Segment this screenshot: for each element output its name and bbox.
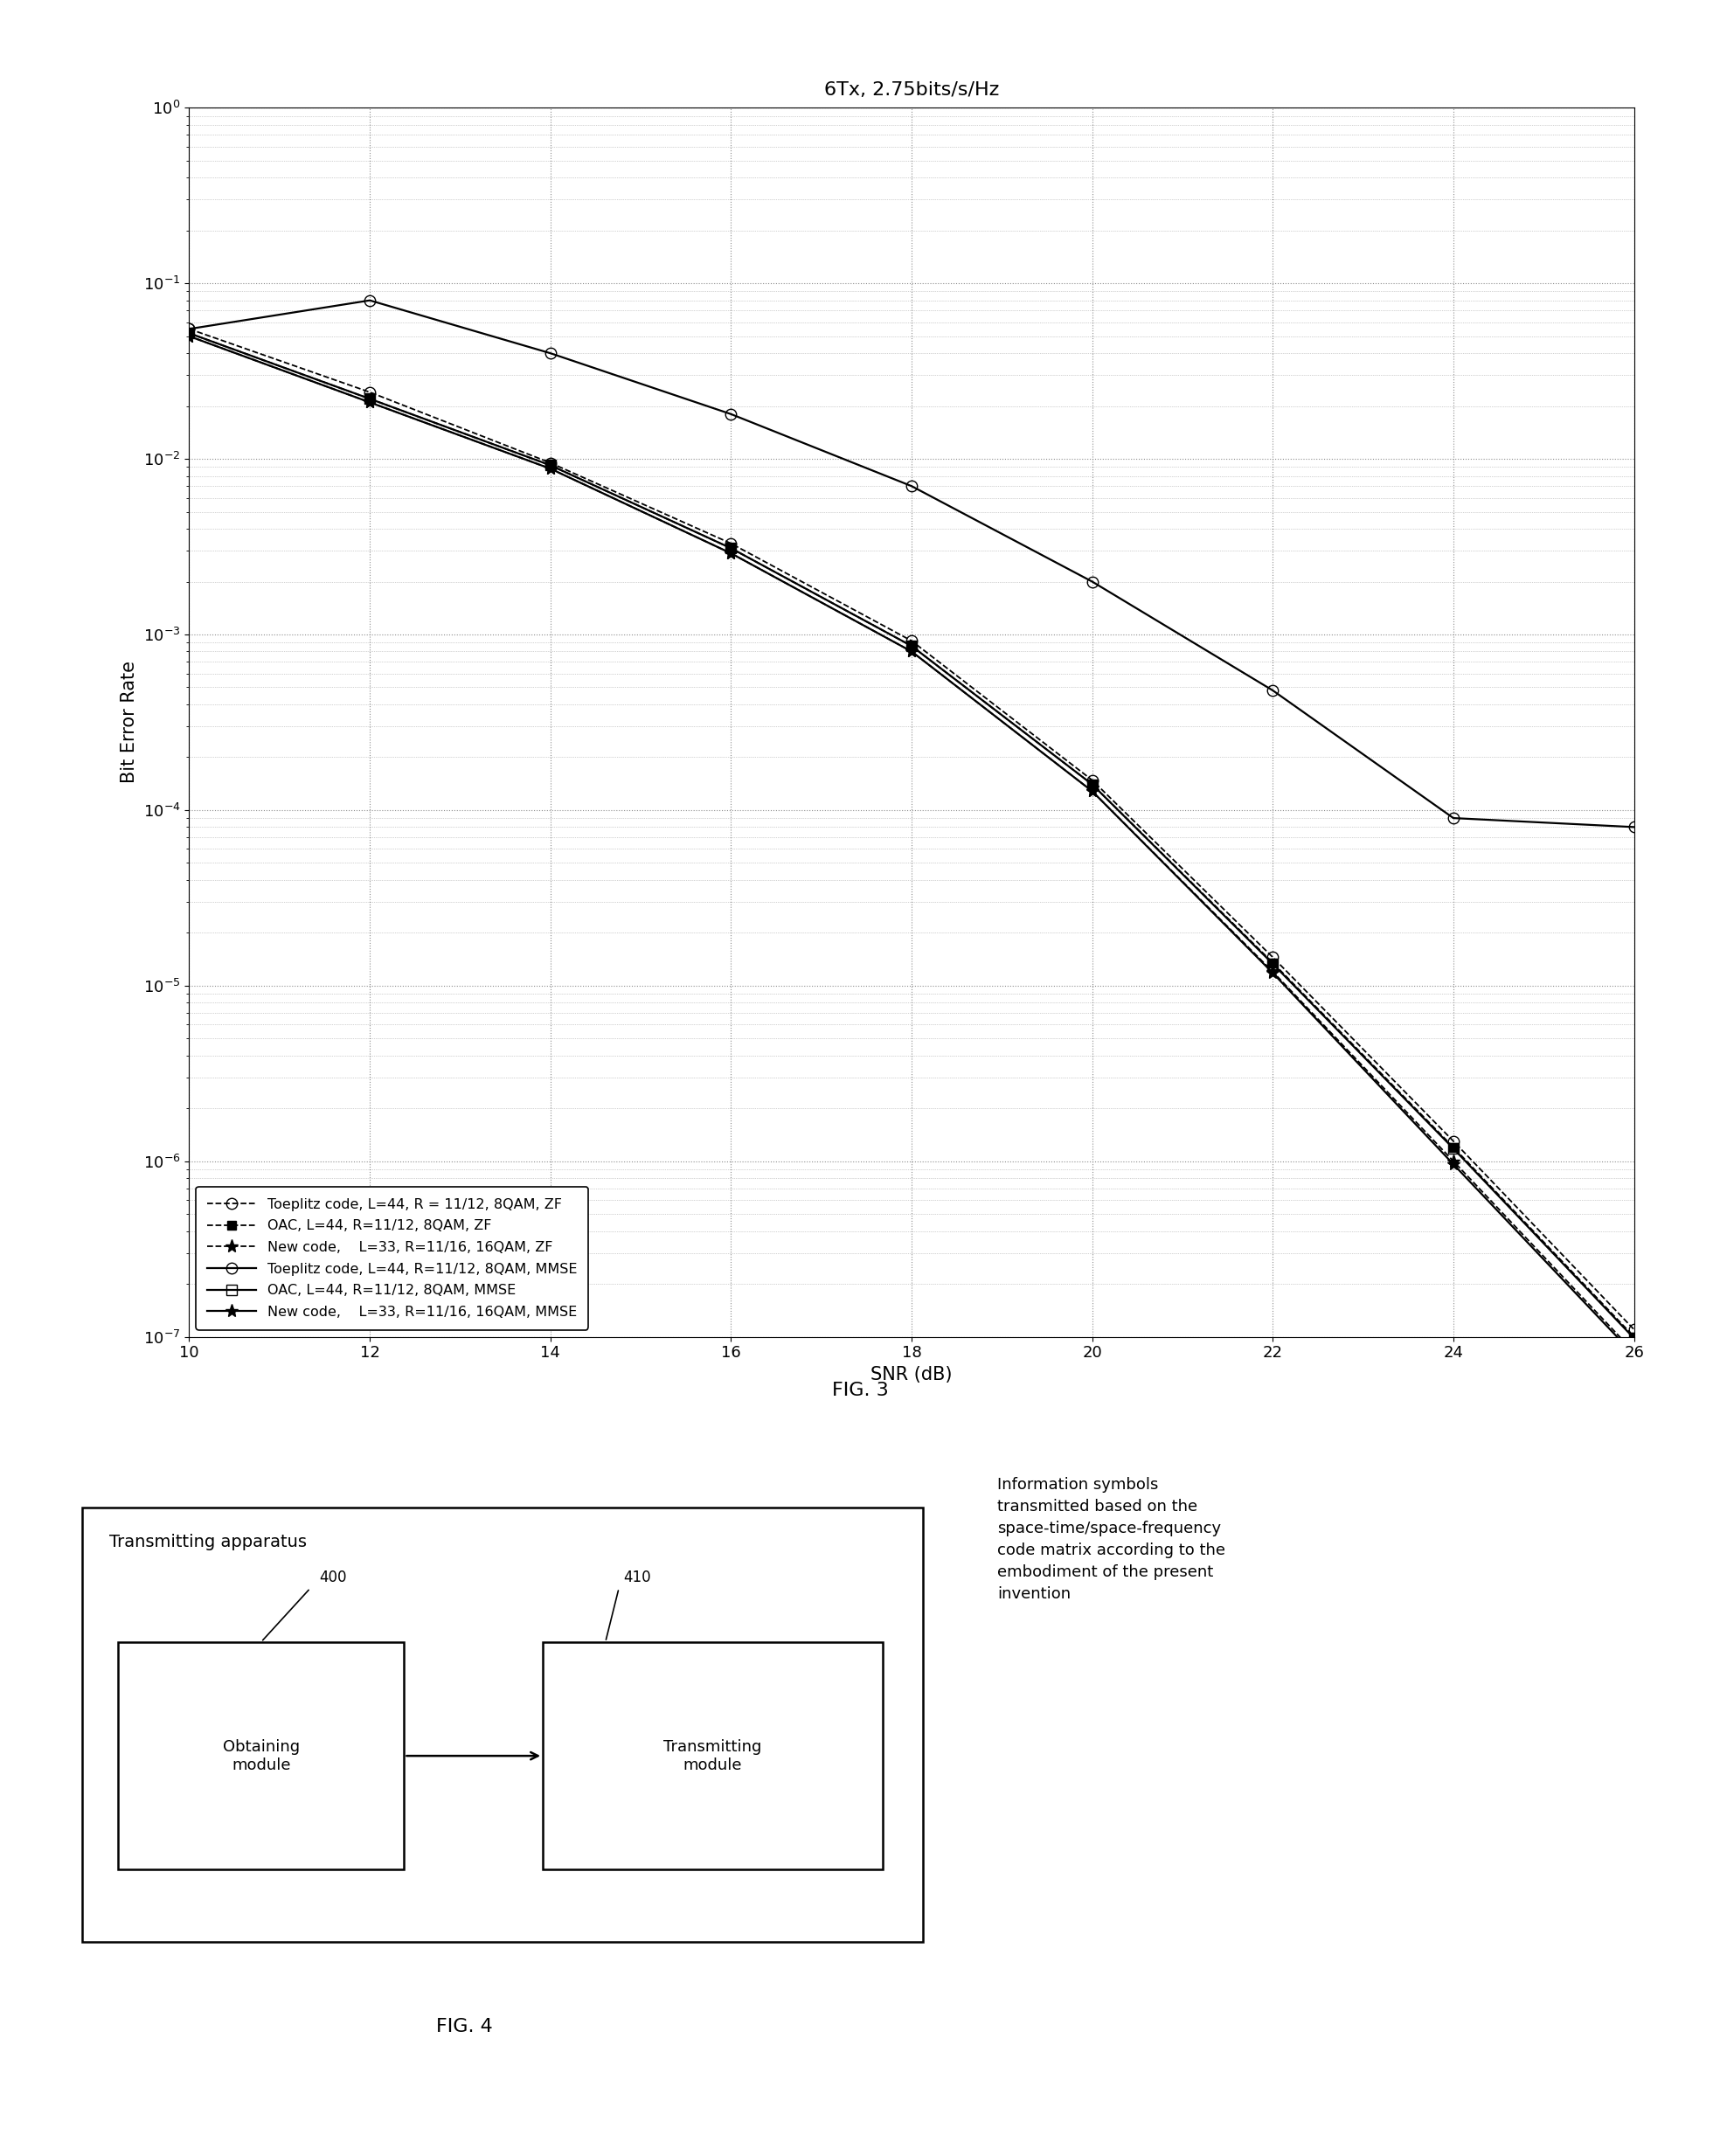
- Toeplitz code, L=44, R=11/12, 8QAM, MMSE: [1624, 815, 1644, 841]
- New code,    L=33, R=11/16, 16QAM, MMSE: [1082, 778, 1103, 804]
- OAC, L=44, R=11/12, 8QAM, ZF: [1624, 1324, 1644, 1350]
- Text: Obtaining
module: Obtaining module: [222, 1740, 299, 1772]
- Toeplitz code, L=44, R=11/12, 8QAM, MMSE: [721, 401, 741, 427]
- Toeplitz code, L=44, R=11/12, 8QAM, MMSE: [540, 341, 561, 367]
- New code,    L=33, R=11/16, 16QAM, MMSE: [901, 638, 922, 664]
- Toeplitz code, L=44, R = 11/12, 8QAM, ZF: [901, 627, 922, 653]
- Line: New code,    L=33, R=11/16, 16QAM, MMSE: New code, L=33, R=11/16, 16QAM, MMSE: [182, 330, 1641, 1360]
- OAC, L=44, R=11/12, 8QAM, MMSE: [1624, 1326, 1644, 1352]
- Toeplitz code, L=44, R = 11/12, 8QAM, ZF: [359, 379, 380, 405]
- Bar: [544, 1643, 882, 1869]
- Toeplitz code, L=44, R = 11/12, 8QAM, ZF: [1624, 1317, 1644, 1343]
- Line: OAC, L=44, R=11/12, 8QAM, MMSE: OAC, L=44, R=11/12, 8QAM, MMSE: [184, 328, 1639, 1343]
- Line: New code,    L=33, R=11/16, 16QAM, ZF: New code, L=33, R=11/16, 16QAM, ZF: [182, 330, 1641, 1358]
- New code,    L=33, R=11/16, 16QAM, ZF: [1082, 778, 1103, 804]
- New code,    L=33, R=11/16, 16QAM, ZF: [1443, 1149, 1464, 1175]
- OAC, L=44, R=11/12, 8QAM, MMSE: [1082, 772, 1103, 798]
- OAC, L=44, R=11/12, 8QAM, MMSE: [540, 453, 561, 479]
- Text: 400: 400: [320, 1570, 347, 1585]
- New code,    L=33, R=11/16, 16QAM, MMSE: [1624, 1341, 1644, 1367]
- Legend: Toeplitz code, L=44, R = 11/12, 8QAM, ZF, OAC, L=44, R=11/12, 8QAM, ZF, New code: Toeplitz code, L=44, R = 11/12, 8QAM, ZF…: [196, 1186, 588, 1330]
- OAC, L=44, R=11/12, 8QAM, ZF: [359, 386, 380, 412]
- Title: 6Tx, 2.75bits/s/Hz: 6Tx, 2.75bits/s/Hz: [824, 82, 999, 99]
- Bar: [119, 1643, 404, 1869]
- OAC, L=44, R=11/12, 8QAM, MMSE: [721, 535, 741, 561]
- Toeplitz code, L=44, R=11/12, 8QAM, MMSE: [1443, 804, 1464, 830]
- New code,    L=33, R=11/16, 16QAM, ZF: [901, 638, 922, 664]
- Toeplitz code, L=44, R=11/12, 8QAM, MMSE: [901, 472, 922, 498]
- Text: Transmitting
module: Transmitting module: [664, 1740, 762, 1772]
- Text: 410: 410: [623, 1570, 650, 1585]
- New code,    L=33, R=11/16, 16QAM, ZF: [179, 323, 200, 349]
- Y-axis label: Bit Error Rate: Bit Error Rate: [120, 662, 138, 783]
- Toeplitz code, L=44, R = 11/12, 8QAM, ZF: [721, 530, 741, 556]
- Text: FIG. 3: FIG. 3: [832, 1382, 888, 1399]
- Toeplitz code, L=44, R = 11/12, 8QAM, ZF: [1443, 1128, 1464, 1153]
- New code,    L=33, R=11/16, 16QAM, MMSE: [1443, 1151, 1464, 1177]
- New code,    L=33, R=11/16, 16QAM, ZF: [1262, 959, 1283, 985]
- New code,    L=33, R=11/16, 16QAM, MMSE: [1262, 959, 1283, 985]
- OAC, L=44, R=11/12, 8QAM, MMSE: [901, 634, 922, 660]
- Toeplitz code, L=44, R = 11/12, 8QAM, ZF: [1082, 768, 1103, 793]
- OAC, L=44, R=11/12, 8QAM, ZF: [1443, 1134, 1464, 1160]
- OAC, L=44, R=11/12, 8QAM, MMSE: [1262, 951, 1283, 977]
- Toeplitz code, L=44, R=11/12, 8QAM, MMSE: [359, 287, 380, 313]
- OAC, L=44, R=11/12, 8QAM, ZF: [1262, 951, 1283, 977]
- New code,    L=33, R=11/16, 16QAM, ZF: [1624, 1339, 1644, 1365]
- Line: OAC, L=44, R=11/12, 8QAM, ZF: OAC, L=44, R=11/12, 8QAM, ZF: [186, 330, 1637, 1341]
- New code,    L=33, R=11/16, 16QAM, MMSE: [359, 390, 380, 416]
- OAC, L=44, R=11/12, 8QAM, MMSE: [1443, 1136, 1464, 1162]
- Line: Toeplitz code, L=44, R = 11/12, 8QAM, ZF: Toeplitz code, L=44, R = 11/12, 8QAM, ZF: [184, 323, 1639, 1335]
- X-axis label: SNR (dB): SNR (dB): [870, 1365, 953, 1384]
- OAC, L=44, R=11/12, 8QAM, ZF: [901, 634, 922, 660]
- Toeplitz code, L=44, R = 11/12, 8QAM, ZF: [540, 451, 561, 476]
- Text: FIG. 4: FIG. 4: [437, 2018, 492, 2035]
- Toeplitz code, L=44, R = 11/12, 8QAM, ZF: [1262, 944, 1283, 970]
- Toeplitz code, L=44, R=11/12, 8QAM, MMSE: [1262, 677, 1283, 703]
- Toeplitz code, L=44, R = 11/12, 8QAM, ZF: [179, 317, 200, 343]
- Text: Information symbols
transmitted based on the
space-time/space-frequency
code mat: Information symbols transmitted based on…: [998, 1477, 1226, 1602]
- New code,    L=33, R=11/16, 16QAM, ZF: [540, 455, 561, 481]
- Toeplitz code, L=44, R=11/12, 8QAM, MMSE: [179, 317, 200, 343]
- New code,    L=33, R=11/16, 16QAM, MMSE: [721, 541, 741, 567]
- New code,    L=33, R=11/16, 16QAM, ZF: [721, 541, 741, 567]
- New code,    L=33, R=11/16, 16QAM, ZF: [359, 390, 380, 416]
- OAC, L=44, R=11/12, 8QAM, MMSE: [359, 386, 380, 412]
- New code,    L=33, R=11/16, 16QAM, MMSE: [179, 323, 200, 349]
- OAC, L=44, R=11/12, 8QAM, ZF: [721, 535, 741, 561]
- Bar: [83, 1507, 924, 1943]
- OAC, L=44, R=11/12, 8QAM, MMSE: [179, 321, 200, 347]
- OAC, L=44, R=11/12, 8QAM, ZF: [179, 321, 200, 347]
- OAC, L=44, R=11/12, 8QAM, ZF: [1082, 772, 1103, 798]
- New code,    L=33, R=11/16, 16QAM, MMSE: [540, 455, 561, 481]
- Line: Toeplitz code, L=44, R=11/12, 8QAM, MMSE: Toeplitz code, L=44, R=11/12, 8QAM, MMSE: [184, 295, 1639, 832]
- OAC, L=44, R=11/12, 8QAM, ZF: [540, 453, 561, 479]
- Toeplitz code, L=44, R=11/12, 8QAM, MMSE: [1082, 569, 1103, 595]
- Text: Transmitting apparatus: Transmitting apparatus: [108, 1533, 306, 1550]
